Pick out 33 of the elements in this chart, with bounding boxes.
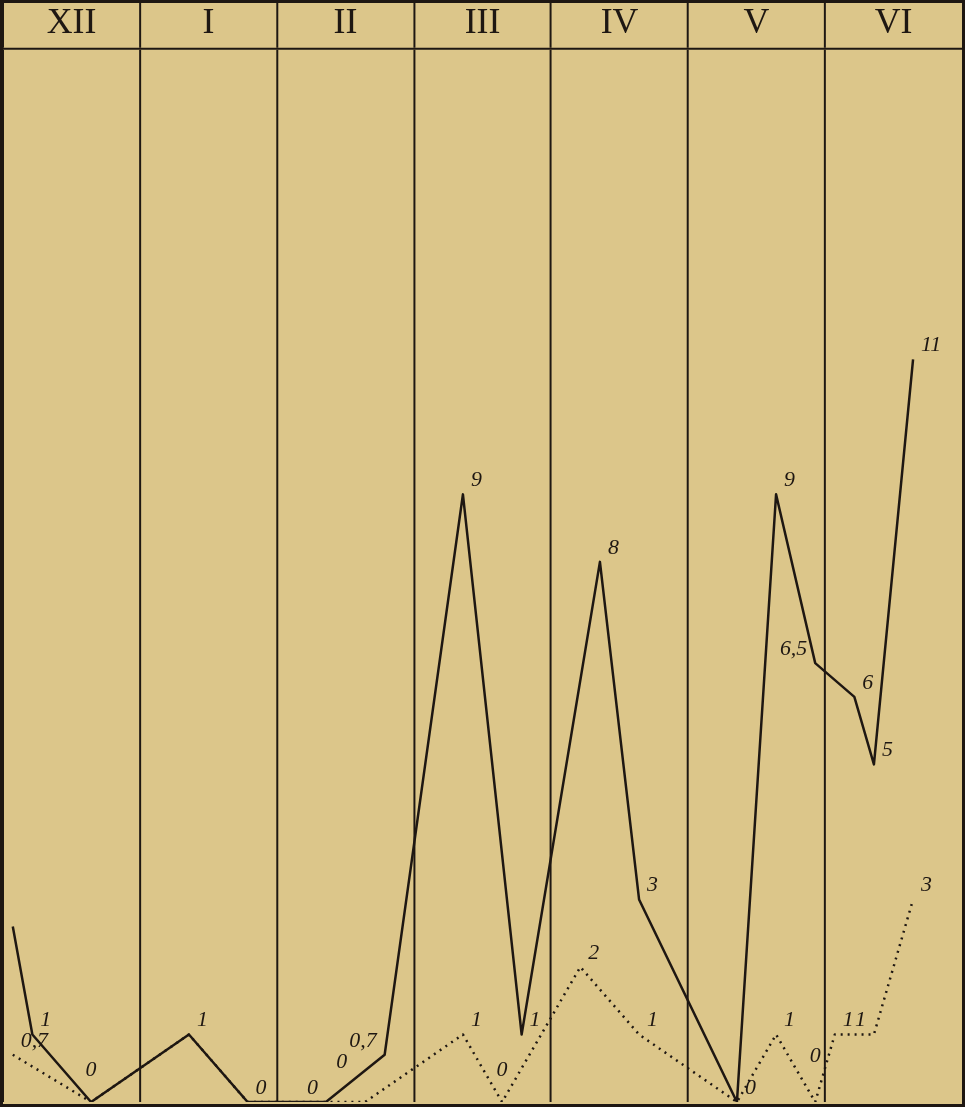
data-label: 1 [784, 1007, 795, 1032]
data-label: 9 [470, 467, 482, 492]
x-tick-label: III [464, 0, 501, 41]
x-tick-label: I [202, 0, 215, 41]
data-label: 1 [842, 1007, 854, 1032]
data-label: 0 [809, 1043, 821, 1068]
data-label: 0,7 [349, 1027, 378, 1052]
data-label: 1 [40, 1007, 52, 1032]
data-label: 0 [85, 1056, 97, 1081]
data-label: 3 [646, 872, 659, 897]
data-label: 8 [607, 534, 619, 559]
data-label: 6,5 [779, 635, 808, 660]
data-label: 0 [307, 1074, 319, 1099]
data-label: 11 [921, 332, 942, 357]
data-label: 5 [881, 737, 893, 762]
data-label: 0 [744, 1074, 756, 1099]
data-label: 0 [496, 1056, 508, 1081]
x-tick-label: VI [874, 0, 913, 41]
data-label: 2 [588, 939, 600, 964]
data-label: 1 [855, 1007, 866, 1032]
data-label: 1 [470, 1007, 482, 1032]
data-label: 3 [920, 872, 933, 897]
data-label: 0 [336, 1048, 348, 1073]
x-tick-label: V [743, 0, 770, 41]
data-label: 9 [784, 467, 796, 492]
data-label: 6 [862, 669, 874, 694]
data-label: 0 [255, 1074, 267, 1099]
x-tick-label: II [333, 0, 358, 41]
x-tick-label: XII [46, 0, 97, 41]
data-label: 1 [196, 1007, 208, 1032]
x-tick-label: IV [600, 0, 639, 41]
data-label: 1 [529, 1007, 541, 1032]
data-label: 1 [647, 1007, 658, 1032]
